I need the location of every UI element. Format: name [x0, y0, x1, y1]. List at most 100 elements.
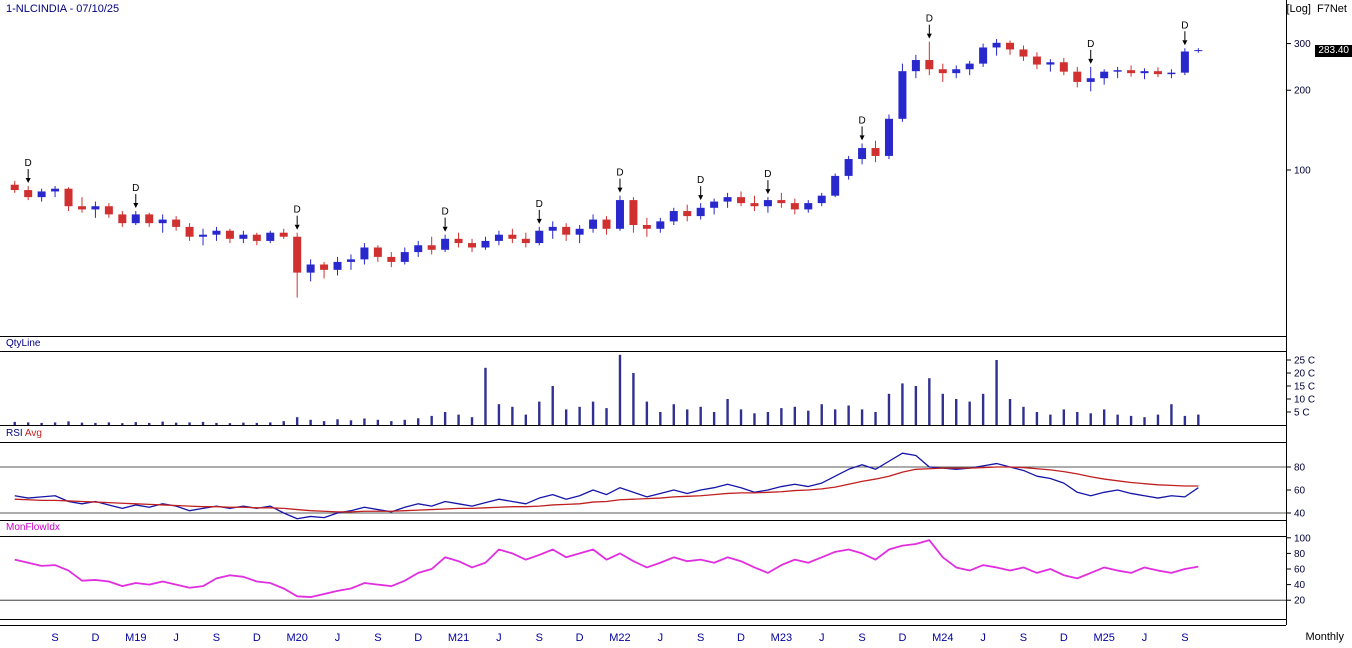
volume-bar	[618, 354, 622, 425]
x-axis-label: M25	[1093, 632, 1114, 644]
candle-body	[952, 69, 961, 74]
candle-body	[37, 191, 46, 198]
candle-body	[185, 226, 194, 237]
x-axis-label: J	[980, 632, 986, 644]
candle-body	[925, 60, 934, 70]
volume-bar	[780, 408, 783, 425]
dividend-marker-arrowhead	[133, 203, 139, 209]
volume-bar	[564, 409, 568, 425]
price-axis-label: 200	[1294, 86, 1311, 97]
candle-body	[158, 219, 167, 224]
dividend-marker-label: D	[442, 207, 449, 218]
volume-bar	[1076, 412, 1079, 425]
candle-body	[293, 236, 302, 273]
volume-bar	[201, 421, 205, 425]
dividend-marker-label: D	[25, 158, 32, 169]
dividend-marker-label: D	[132, 183, 139, 194]
volume-bar	[282, 421, 285, 425]
candle-body	[77, 206, 86, 210]
volume-bar	[107, 422, 111, 425]
x-axis-label: S	[1181, 632, 1188, 644]
x-axis-label: J	[819, 632, 825, 644]
volume-bar	[928, 378, 931, 425]
volume-bar	[1035, 412, 1039, 425]
volume-bar	[901, 383, 904, 425]
candle-body	[104, 206, 113, 215]
rsi-avg-label: Avg	[24, 428, 42, 439]
volume-axis-label: 10 C	[1294, 395, 1315, 406]
candle-body	[629, 200, 638, 226]
volume-bar	[242, 422, 245, 425]
x-axis-label: M22	[609, 632, 630, 644]
candle-body	[414, 245, 423, 253]
dividend-marker-label: D	[858, 115, 865, 126]
candle-body	[225, 230, 234, 239]
volume-bar	[551, 386, 554, 425]
dividend-marker-label: D	[764, 169, 771, 180]
candle-body	[1046, 62, 1055, 65]
dividend-marker-label: D	[1181, 20, 1188, 31]
x-axis-label: D	[898, 632, 906, 644]
volume-bar	[470, 417, 474, 425]
volume-bar	[860, 409, 864, 425]
candle-body	[575, 228, 584, 235]
volume-axis-label: 15 C	[1294, 382, 1315, 393]
volume-bar	[686, 409, 689, 425]
candle-body	[615, 200, 624, 229]
volume-bar	[121, 423, 124, 425]
candle-body	[1086, 78, 1095, 82]
volume-bar	[766, 412, 770, 425]
candle-body	[118, 214, 127, 224]
volume-bar	[1062, 409, 1066, 425]
volume-bar	[309, 419, 312, 425]
volume-bar	[511, 406, 514, 425]
candle-body	[683, 211, 692, 217]
volume-bar	[605, 408, 608, 425]
candle-body	[199, 234, 208, 237]
x-axis-label: J	[496, 632, 502, 644]
candle-body	[320, 264, 329, 270]
x-axis-label: S	[51, 632, 58, 644]
rsi-label: RSI	[6, 428, 23, 439]
volume-bar	[53, 422, 57, 425]
x-axis-label: S	[374, 632, 381, 644]
dividend-marker-arrowhead	[698, 195, 704, 201]
candle-body	[710, 201, 719, 208]
dividend-marker-arrowhead	[294, 224, 300, 230]
volume-bar	[484, 367, 487, 425]
candle-body	[1140, 71, 1149, 74]
rsi-axis-label: 40	[1294, 509, 1306, 520]
candle-body	[508, 234, 517, 239]
volume-bar	[672, 404, 675, 425]
candle-body	[212, 230, 221, 235]
volume-bar	[659, 412, 662, 425]
dividend-marker-arrowhead	[859, 135, 865, 141]
volume-bar	[591, 401, 595, 425]
volume-bar	[94, 422, 97, 425]
candle-body	[481, 240, 490, 248]
volume-panel-label: QtyLine	[6, 338, 41, 349]
log-scale-label: [Log]	[1286, 3, 1311, 15]
volume-bar	[1049, 414, 1052, 425]
candle-body	[669, 211, 678, 222]
volume-bar	[538, 401, 541, 425]
last-price-tag: 283.40	[1315, 45, 1352, 57]
candle-body	[992, 42, 1001, 48]
x-axis-label: D	[414, 632, 422, 644]
candle-body	[602, 219, 611, 229]
x-axis-label: S	[213, 632, 220, 644]
volume-bar	[955, 399, 958, 425]
x-axis-label: J	[658, 632, 664, 644]
volume-bar	[1022, 406, 1025, 425]
x-axis-label: J	[1142, 632, 1148, 644]
volume-bar	[188, 422, 191, 425]
volume-bar	[1197, 414, 1200, 425]
volume-bar	[632, 373, 635, 425]
candle-body	[1006, 42, 1015, 50]
candle-body	[656, 221, 665, 229]
x-axis-label: M23	[771, 632, 792, 644]
volume-bar	[269, 422, 272, 425]
candle-body	[965, 63, 974, 70]
candle-body	[24, 190, 33, 198]
